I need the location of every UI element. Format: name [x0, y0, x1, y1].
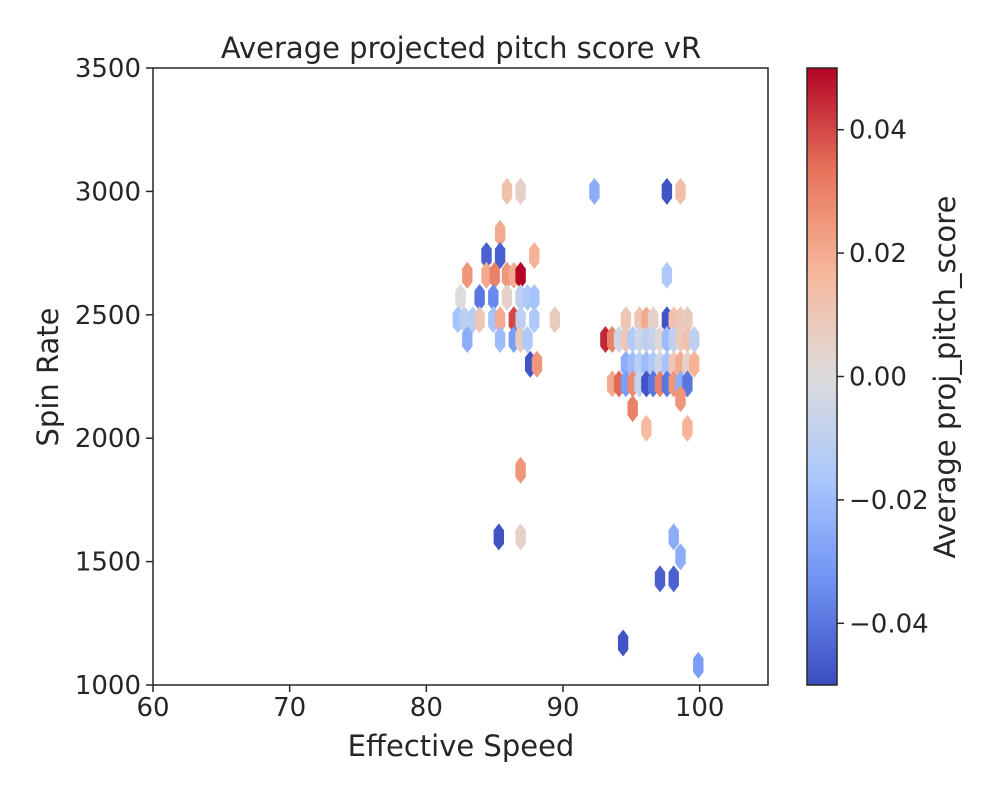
colorbar-ticks: −0.04 −0.02 0.00 0.02 0.04 — [837, 116, 929, 639]
colorbar-tick-label: 0.00 — [849, 363, 907, 393]
hexbin-cell — [455, 284, 466, 311]
plot-frame — [152, 67, 769, 686]
hexbin-cell — [462, 326, 473, 353]
hexbin-cell — [474, 306, 485, 334]
hexbin-cell — [494, 326, 506, 353]
y-tick-label: 2000 — [75, 424, 141, 454]
hexbin-cell — [489, 261, 500, 289]
hexbin-cell — [481, 242, 492, 270]
hexbin-cell — [494, 219, 506, 247]
hexbin-cell — [515, 456, 526, 484]
hexbin-cell — [661, 261, 673, 289]
hexbin-cell — [668, 523, 679, 551]
hexbin-cell — [529, 306, 540, 334]
hexbin-cell — [641, 414, 652, 442]
hexbin-cell — [531, 350, 543, 378]
x-tick-label: 70 — [273, 693, 306, 723]
hexbin-cell — [675, 543, 686, 571]
x-axis-ticks: 60 70 80 90 100 — [136, 685, 724, 723]
hexbin-cell — [494, 242, 506, 270]
hexbin-cell — [693, 651, 704, 679]
hexbin-cell — [689, 350, 700, 378]
hexbin-cell — [501, 284, 513, 311]
colorbar-label: Average proj_pitch_score — [928, 196, 962, 559]
y-axis-label: Spin Rate — [31, 308, 65, 447]
colorbar-tick-label: −0.02 — [849, 486, 929, 516]
y-tick-label: 3500 — [75, 54, 141, 84]
hexbin-cell — [627, 395, 638, 423]
hexbin-cell — [529, 284, 540, 311]
hexbin-cells — [452, 177, 704, 679]
hexbin-cell — [481, 261, 492, 289]
hexbin-cell — [515, 261, 526, 289]
colorbar — [806, 67, 838, 686]
colorbar-tick-label: −0.04 — [849, 609, 929, 639]
hexbin-cell — [589, 177, 600, 205]
hexbin-cell — [675, 177, 686, 205]
hexbin-cell — [675, 385, 686, 413]
hexbin-cell — [689, 326, 700, 353]
x-tick-label: 90 — [546, 693, 579, 723]
hexbin-cell — [620, 306, 632, 334]
chart-title: Average projected pitch score vR — [221, 31, 701, 65]
y-tick-label: 1000 — [75, 671, 141, 701]
hexbin-cell — [617, 629, 629, 657]
hexbin-cell — [682, 370, 693, 398]
hexbin-cell — [668, 565, 679, 593]
y-axis-ticks: 1000 1500 2000 2500 3000 3500 — [75, 54, 153, 701]
hexbin-cell — [501, 177, 513, 205]
x-tick-label: 100 — [675, 693, 725, 723]
colorbar-tick-label: 0.02 — [849, 239, 907, 269]
hexbin-cell — [462, 261, 473, 289]
colorbar-tick-label: 0.04 — [849, 116, 907, 146]
x-tick-label: 60 — [136, 693, 169, 723]
hexbin-cell — [654, 565, 666, 593]
hexbin-cell — [515, 306, 526, 334]
hexbin-cell — [493, 523, 504, 551]
hexbin-cell — [648, 306, 659, 334]
hexbin-cell — [522, 326, 533, 353]
y-tick-label: 3000 — [75, 177, 141, 207]
y-tick-label: 1500 — [75, 548, 141, 578]
hexbin-cell — [661, 177, 673, 205]
x-axis-label: Effective Speed — [348, 729, 575, 763]
hexbin-cell — [682, 306, 693, 334]
hexbin-cell — [515, 523, 526, 551]
x-tick-label: 80 — [410, 693, 443, 723]
hexbin-cell — [488, 284, 499, 311]
hexbin-cell — [474, 284, 485, 311]
hexbin-cell — [529, 242, 540, 270]
hexbin-cell — [494, 306, 506, 334]
hexbin-cell — [515, 177, 526, 205]
hexbin-cell — [682, 414, 693, 442]
y-tick-label: 2500 — [75, 301, 141, 331]
hexbin-cell — [549, 306, 560, 334]
